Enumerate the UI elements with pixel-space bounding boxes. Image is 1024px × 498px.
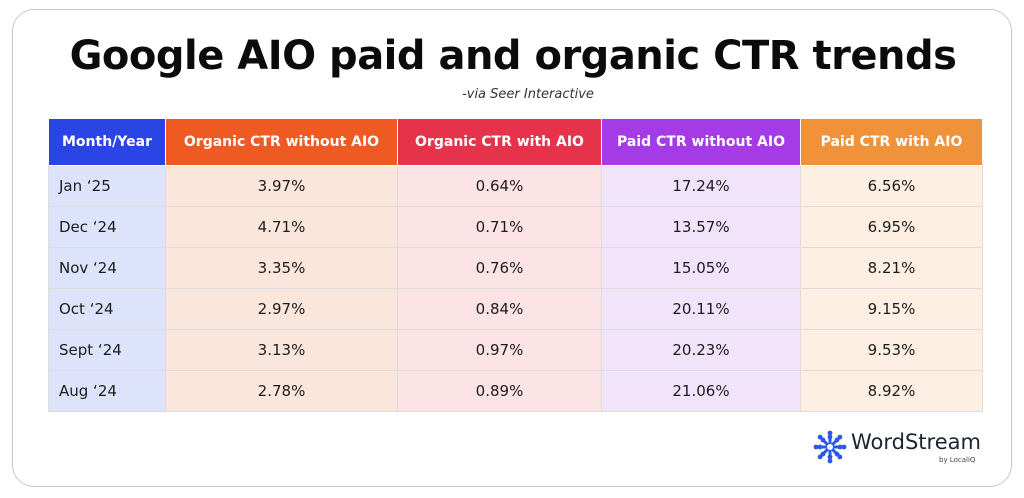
ctr-value-cell: 0.97%	[397, 329, 602, 371]
ctr-value-cell: 2.97%	[165, 288, 398, 330]
ctr-value-cell: 4.71%	[165, 206, 398, 248]
page-title: Google AIO paid and organic CTR trends	[69, 33, 957, 79]
column-header: Paid CTR without AIO	[601, 118, 801, 166]
source-credit: -via Seer Interactive	[462, 87, 594, 102]
column-header: Organic CTR with AIO	[397, 118, 602, 166]
ctr-table: Month/Year Organic CTR without AIO Organic…	[48, 118, 983, 412]
ctr-value-cell: 15.05%	[601, 247, 801, 289]
ctr-value-cell: 20.23%	[601, 329, 801, 371]
month-cell: Dec ‘24	[48, 206, 166, 248]
ctr-value-cell: 3.35%	[165, 247, 398, 289]
ctr-value-cell: 0.71%	[397, 206, 602, 248]
ctr-value-cell: 0.89%	[397, 370, 602, 412]
infographic-card: Google AIO paid and organic CTR trends -…	[12, 9, 1012, 487]
table-row: Oct ‘24 2.97% 0.84% 20.11% 9.15%	[48, 288, 983, 330]
ctr-value-cell: 9.15%	[800, 288, 983, 330]
ctr-value-cell: 6.56%	[800, 165, 983, 207]
ctr-value-cell: 21.06%	[601, 370, 801, 412]
brand-tagline: by LocaliQ	[939, 456, 976, 464]
ctr-value-cell: 8.21%	[800, 247, 983, 289]
column-header: Month/Year	[48, 118, 166, 166]
ctr-value-cell: 0.76%	[397, 247, 602, 289]
table-row: Dec ‘24 4.71% 0.71% 13.57% 6.95%	[48, 206, 983, 248]
month-cell: Nov ‘24	[48, 247, 166, 289]
table-body: Jan ‘25 3.97% 0.64% 17.24% 6.56% Dec ‘24 4.71%…	[48, 165, 983, 412]
month-cell: Oct ‘24	[48, 288, 166, 330]
ctr-value-cell: 0.64%	[397, 165, 602, 207]
ctr-value-cell: 9.53%	[800, 329, 983, 371]
month-cell: Aug ‘24	[48, 370, 166, 412]
ctr-value-cell: 3.13%	[165, 329, 398, 371]
ctr-value-cell: 17.24%	[601, 165, 801, 207]
table-row: Nov ‘24 3.35% 0.76% 15.05% 8.21%	[48, 247, 983, 289]
table-row: Aug ‘24 2.78% 0.89% 21.06% 8.92%	[48, 370, 983, 412]
ctr-value-cell: 0.84%	[397, 288, 602, 330]
table-row: Jan ‘25 3.97% 0.64% 17.24% 6.56%	[48, 165, 983, 207]
column-header: Paid CTR with AIO	[800, 118, 983, 166]
column-header: Organic CTR without AIO	[165, 118, 398, 166]
ctr-value-cell: 3.97%	[165, 165, 398, 207]
ctr-value-cell: 20.11%	[601, 288, 801, 330]
wordstream-logo: WordStream by LocaliQ	[813, 428, 993, 468]
month-cell: Sept ‘24	[48, 329, 166, 371]
month-cell: Jan ‘25	[48, 165, 166, 207]
snowflake-icon	[813, 430, 847, 464]
ctr-value-cell: 13.57%	[601, 206, 801, 248]
ctr-value-cell: 2.78%	[165, 370, 398, 412]
table-header-row: Month/Year Organic CTR without AIO Organic…	[48, 118, 983, 166]
ctr-value-cell: 6.95%	[800, 206, 983, 248]
brand-name: WordStream	[851, 430, 981, 454]
table-row: Sept ‘24 3.13% 0.97% 20.23% 9.53%	[48, 329, 983, 371]
ctr-value-cell: 8.92%	[800, 370, 983, 412]
